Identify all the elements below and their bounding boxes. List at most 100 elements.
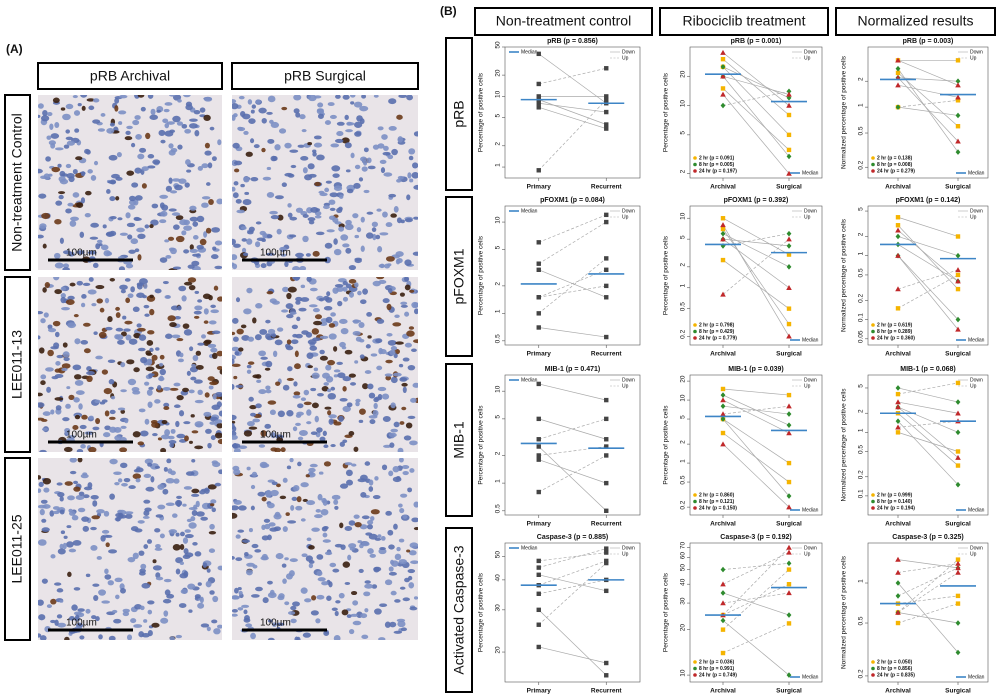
nucleus	[217, 296, 222, 302]
nucleus	[278, 128, 287, 134]
nucleus	[289, 458, 294, 463]
point	[895, 252, 901, 258]
nucleus	[52, 97, 60, 103]
y-tick-label: 0.2	[858, 293, 865, 302]
point	[955, 620, 961, 626]
point	[604, 126, 609, 131]
nucleus	[400, 493, 408, 498]
legend-label: Median	[802, 337, 819, 343]
up-line	[722, 623, 790, 654]
nucleus	[208, 548, 216, 553]
y-tick-label: 0.5	[858, 126, 865, 135]
down-line	[722, 217, 790, 255]
point	[786, 504, 792, 510]
nucleus	[183, 486, 193, 490]
nucleus	[188, 507, 198, 511]
nucleus	[101, 600, 110, 604]
nucleus	[120, 362, 126, 368]
nucleus	[168, 529, 178, 534]
nucleus	[322, 499, 328, 506]
nucleus	[183, 281, 193, 286]
nucleus	[371, 584, 378, 589]
nucleus	[385, 375, 392, 381]
point	[720, 386, 726, 392]
nucleus	[335, 95, 341, 99]
point	[536, 489, 541, 495]
nucleus	[269, 298, 277, 304]
nucleus	[284, 557, 289, 561]
nucleus	[167, 315, 176, 322]
nucleus	[376, 365, 383, 371]
y-tick-label: 40	[680, 578, 687, 586]
legend-label: 2 hr (p = 0.138)	[877, 155, 912, 161]
nucleus	[50, 143, 56, 149]
nucleus	[361, 166, 368, 172]
nucleus	[147, 95, 154, 99]
point	[536, 591, 541, 596]
nucleus	[163, 406, 170, 411]
nucleus	[43, 312, 49, 318]
nucleus	[93, 160, 99, 166]
nucleus	[165, 255, 172, 259]
nucleus	[332, 173, 340, 178]
y-tick-label: 0.5	[680, 302, 687, 311]
nucleus	[339, 318, 348, 325]
nucleus	[49, 510, 55, 517]
nucleus	[324, 256, 331, 264]
nucleus	[192, 253, 201, 257]
nucleus	[101, 529, 110, 534]
nucleus	[210, 435, 216, 441]
nucleus	[147, 330, 155, 335]
nucleus	[211, 156, 217, 162]
nucleus	[104, 297, 110, 304]
nucleus	[50, 133, 60, 139]
nucleus	[378, 637, 386, 640]
nucleus	[168, 208, 177, 212]
nucleus	[60, 296, 66, 304]
point	[536, 572, 541, 577]
point	[955, 410, 961, 416]
x-tick-label: Surgical	[776, 351, 802, 358]
point	[604, 437, 609, 442]
nucleus	[411, 301, 418, 309]
up-line	[722, 583, 790, 616]
point	[604, 295, 609, 300]
nucleus	[321, 581, 329, 586]
nucleus	[38, 475, 42, 480]
nucleus	[360, 299, 367, 305]
nucleus	[140, 563, 147, 570]
nucleus	[286, 465, 292, 470]
nucleus	[314, 514, 323, 519]
nucleus	[287, 611, 296, 615]
column-header: Normalized results	[858, 13, 974, 29]
nucleus	[113, 471, 122, 475]
nucleus	[40, 418, 48, 422]
nucleus	[137, 327, 146, 332]
nucleus	[232, 262, 235, 266]
nucleus	[404, 342, 412, 348]
nucleus	[232, 358, 235, 365]
nucleus	[350, 382, 357, 386]
down-line	[722, 238, 790, 289]
point	[720, 86, 726, 91]
nucleus	[396, 618, 406, 623]
nucleus	[348, 543, 357, 549]
nucleus	[154, 465, 161, 469]
nucleus	[46, 604, 52, 608]
legend-label: Down	[804, 208, 817, 214]
point	[786, 333, 792, 339]
nucleus	[354, 164, 361, 170]
nucleus	[326, 291, 331, 297]
nucleus	[391, 560, 399, 567]
up-line	[897, 274, 959, 309]
nucleus	[240, 324, 247, 329]
nucleus	[287, 212, 293, 218]
nucleus	[238, 445, 248, 449]
nucleus	[310, 431, 318, 436]
nucleus	[360, 474, 368, 481]
nucleus	[154, 528, 161, 533]
nucleus	[360, 216, 365, 223]
legend-label: Median	[968, 170, 985, 176]
nucleus	[77, 458, 83, 463]
up-line	[538, 221, 607, 264]
